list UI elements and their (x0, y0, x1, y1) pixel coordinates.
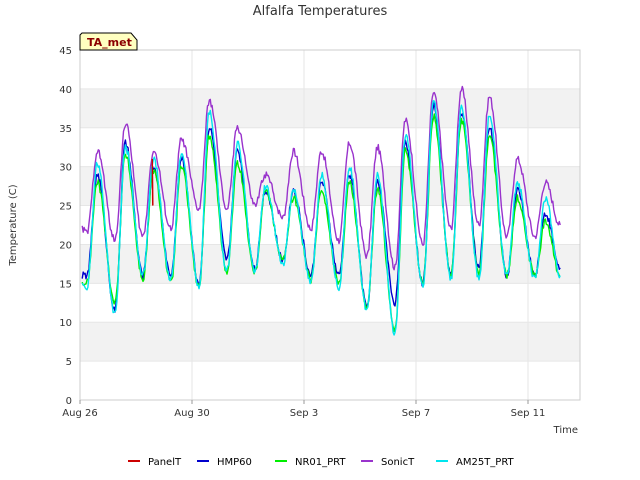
series-line-panelt (151, 158, 154, 206)
x-tick-label: Sep 3 (290, 408, 318, 419)
y-tick-label: 5 (66, 357, 72, 368)
x-axis-label: Time (553, 425, 578, 436)
y-tick-label: 35 (59, 124, 72, 135)
badge-label: TA_met (87, 36, 132, 49)
grid-band (80, 244, 580, 284)
legend-item: HMP60 (197, 457, 252, 468)
x-ticks: Aug 26 Aug 30 Sep 3 Sep 7 Sep 11 (62, 400, 545, 419)
legend-item: SonicT (361, 457, 415, 468)
x-tick-label: Sep 7 (402, 408, 430, 419)
y-tick-label: 20 (59, 240, 72, 251)
chart-title: Alfalfa Temperatures (253, 4, 388, 19)
y-tick-label: 45 (59, 46, 72, 57)
x-tick-label: Sep 11 (511, 408, 546, 419)
y-axis-label: Temperature (C) (8, 184, 19, 266)
y-tick-label: 0 (66, 396, 72, 407)
series-line-am25t-prt (81, 100, 561, 336)
x-tick-label: Aug 30 (174, 408, 209, 419)
series-layer (81, 85, 561, 336)
legend-label: PanelT (148, 457, 182, 468)
legend-item: PanelT (128, 457, 182, 468)
y-tick-label: 10 (59, 318, 72, 329)
x-tick-label: Aug 26 (62, 408, 97, 419)
plot-border (79, 49, 581, 401)
legend-label: SonicT (381, 457, 415, 468)
axes (79, 49, 581, 401)
grid-band (80, 322, 580, 362)
y-tick-label: 15 (59, 279, 72, 290)
grid-band (80, 88, 580, 128)
y-tick-label: 25 (59, 202, 72, 213)
legend-item: NR01_PRT (275, 457, 346, 468)
legend-item: AM25T_PRT (436, 457, 515, 468)
y-tick-label: 30 (59, 163, 72, 174)
series-line-sonict (81, 85, 561, 271)
legend-label: AM25T_PRT (456, 457, 515, 468)
y-ticks: 0 5 10 15 20 25 30 35 40 45 (59, 46, 72, 407)
ta-met-badge: TA_met (79, 32, 138, 51)
legend-label: HMP60 (217, 457, 252, 468)
y-tick-label: 40 (59, 85, 72, 96)
legend-label: NR01_PRT (295, 457, 346, 468)
legend: PanelT HMP60 NR01_PRT SonicT AM25T_PRT (128, 457, 515, 468)
